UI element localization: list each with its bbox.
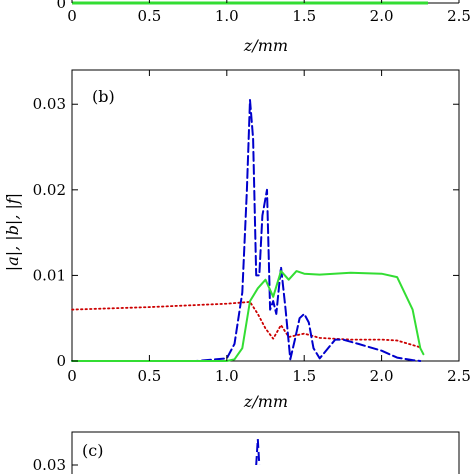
panel-b-y-tick-label: 0.01 [33, 266, 66, 284]
panel-b-x-tick-label: 2.5 [447, 367, 471, 385]
panel-b-y-axis-label: |a|, |b|, |f| [3, 193, 22, 271]
panel-a-x-ticks: 0 0.5 1.0 1.5 2.0 2.5 [67, 0, 471, 25]
panel-b-series-line-1 [71, 99, 422, 362]
panel-a-x-tick-label: 2.0 [370, 7, 394, 25]
panel-b-x-tick-label: 1.0 [215, 367, 239, 385]
panel-b-y-ticks: 0 0.01 0.02 0.03 [33, 95, 459, 370]
panel-c-frame [71, 431, 460, 474]
panel-b-series [71, 99, 425, 362]
panel-b: (b) 0 0.5 1.0 1.5 2.0 2.5 00.010.020.03 z/mm … [3, 69, 471, 411]
panel-b-x-tick-label: 2.0 [370, 367, 394, 385]
panel-c-series [255, 438, 261, 466]
panel-c-y-tick-label: 0.03 [33, 456, 66, 474]
panel-b-label: (b) [92, 87, 115, 106]
panel-b-y-tick-label: 0.02 [33, 181, 66, 199]
panel-b-series-line-0 [71, 300, 422, 349]
panel-b-x-tick-label: 0.5 [137, 367, 161, 385]
panel-b-y-tick-label: 0.03 [33, 95, 66, 113]
panel-b-frame [71, 69, 460, 362]
panel-b-x-axis-label: z/mm [243, 392, 288, 411]
panel-b-x-tick-label: 0 [67, 367, 77, 385]
panel-b-x-tick-label: 1.5 [292, 367, 316, 385]
panel-a-x-axis-label: z/mm [243, 36, 288, 55]
panel-c-label: (c) [82, 441, 103, 460]
panel-b-y-tick-label: 0 [56, 352, 66, 370]
panel-a-y-tick-label: 0 [56, 0, 66, 12]
panel-a-x-tick-label: 0.5 [137, 7, 161, 25]
panel-b-x-ticks: 0 0.5 1.0 1.5 2.0 2.5 [67, 70, 471, 385]
panel-a-x-tick-label: 0 [67, 7, 77, 25]
panel-a-x-tick-label: 1.0 [215, 7, 239, 25]
panel-b-series-line-2 [71, 270, 425, 362]
panel-a: 0 0.5 1.0 1.5 2.0 2.5 0 z/mm [56, 0, 471, 55]
panel-c: (c) 0.03 [33, 431, 460, 474]
panel-c-series-line-0 [255, 438, 261, 466]
panel-a-x-tick-label: 2.5 [447, 7, 471, 25]
panel-a-x-tick-label: 1.5 [292, 7, 316, 25]
